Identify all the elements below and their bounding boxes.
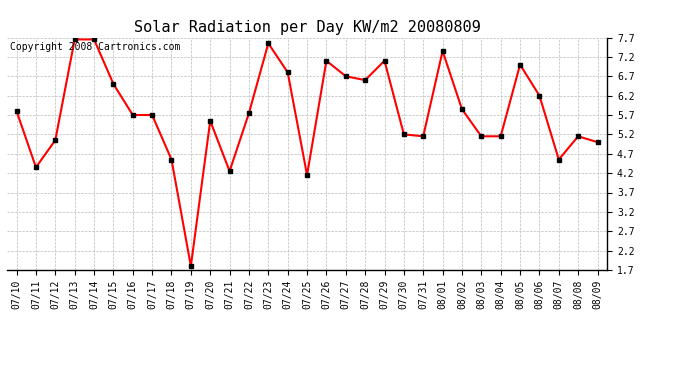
Text: Copyright 2008 Cartronics.com: Copyright 2008 Cartronics.com [10, 42, 180, 52]
Title: Solar Radiation per Day KW/m2 20080809: Solar Radiation per Day KW/m2 20080809 [134, 20, 480, 35]
